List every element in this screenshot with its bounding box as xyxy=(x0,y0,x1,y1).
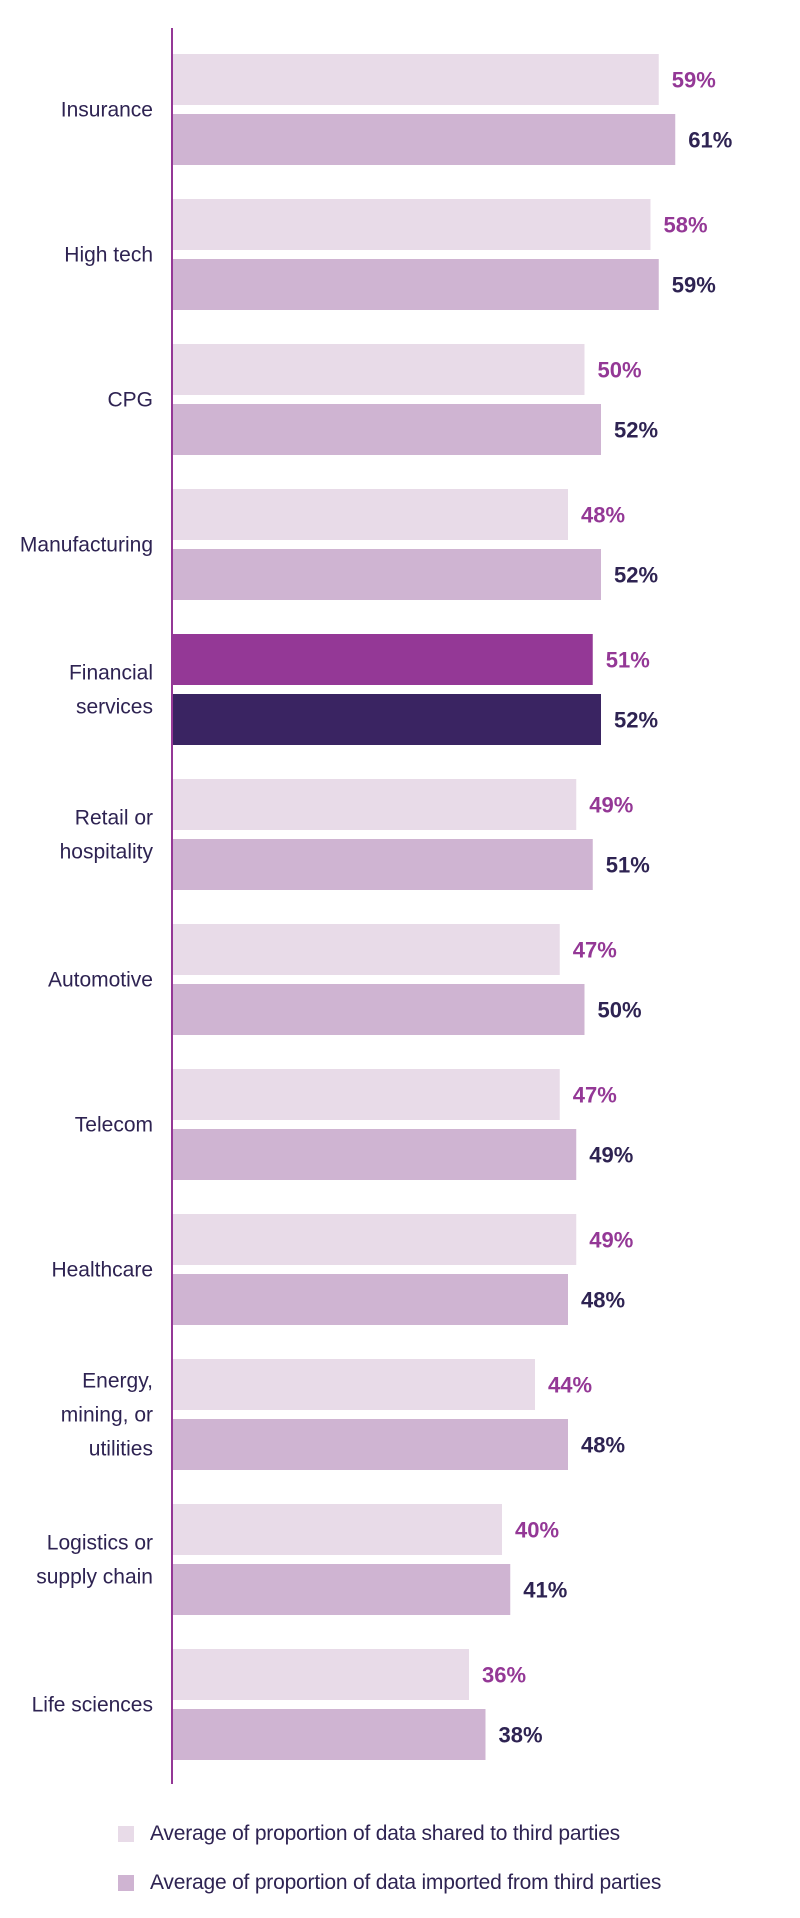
category-label-6-line-0: Automotive xyxy=(48,969,153,992)
bar-shared-3 xyxy=(172,489,568,540)
legend-label-imported: Average of proportion of data imported f… xyxy=(150,1871,662,1894)
legend-swatch-shared xyxy=(118,1826,134,1842)
data-label-shared-5: 49% xyxy=(589,793,633,818)
bar-imported-4 xyxy=(172,694,601,745)
data-label-shared-6: 47% xyxy=(573,938,617,963)
category-label-10-line-0: Logistics or xyxy=(47,1532,153,1555)
data-label-imported-11: 38% xyxy=(499,1723,543,1748)
data-label-imported-4: 52% xyxy=(614,708,658,733)
bar-shared-8 xyxy=(172,1214,577,1265)
category-label-10-line-1: supply chain xyxy=(36,1566,153,1589)
data-label-shared-9: 44% xyxy=(548,1373,592,1398)
data-label-imported-8: 48% xyxy=(581,1288,625,1313)
bar-imported-0 xyxy=(172,114,676,165)
category-label-0-line-0: Insurance xyxy=(61,99,153,122)
data-label-shared-10: 40% xyxy=(515,1518,559,1543)
legend-swatch-imported xyxy=(118,1875,134,1891)
bar-shared-2 xyxy=(172,344,585,395)
category-label-9-line-0: Energy, xyxy=(82,1370,153,1393)
category-label-4-line-1: services xyxy=(76,696,153,719)
data-label-imported-1: 59% xyxy=(672,273,716,298)
data-label-imported-9: 48% xyxy=(581,1433,625,1458)
bar-imported-8 xyxy=(172,1274,568,1325)
legend-item-imported: Average of proportion of data imported f… xyxy=(118,1871,661,1895)
data-label-shared-4: 51% xyxy=(606,648,650,673)
data-label-imported-3: 52% xyxy=(614,563,658,588)
bar-imported-7 xyxy=(172,1129,577,1180)
bar-shared-11 xyxy=(172,1649,469,1700)
data-label-shared-2: 50% xyxy=(598,358,642,383)
data-label-imported-2: 52% xyxy=(614,418,658,443)
data-label-shared-11: 36% xyxy=(482,1663,526,1688)
labels-layer: 59% 61% Insurance 58% 59% High tech 50% 52% CPG 4… xyxy=(20,68,732,1748)
bar-imported-9 xyxy=(172,1419,568,1470)
bar-imported-11 xyxy=(172,1709,486,1760)
bar-shared-4 xyxy=(172,634,593,685)
category-label-8-line-0: Healthcare xyxy=(51,1259,153,1282)
data-label-shared-3: 48% xyxy=(581,503,625,528)
bar-shared-9 xyxy=(172,1359,535,1410)
bar-imported-10 xyxy=(172,1564,511,1615)
category-label-2-line-0: CPG xyxy=(107,389,153,412)
data-label-imported-7: 49% xyxy=(589,1143,633,1168)
category-label-3-line-0: Manufacturing xyxy=(20,534,153,557)
bar-shared-0 xyxy=(172,54,659,105)
category-label-7-line-0: Telecom xyxy=(75,1114,153,1137)
category-label-9-line-2: utilities xyxy=(89,1438,153,1461)
category-label-5-line-1: hospitality xyxy=(60,841,154,864)
bar-imported-5 xyxy=(172,839,593,890)
data-label-shared-8: 49% xyxy=(589,1228,633,1253)
data-label-shared-7: 47% xyxy=(573,1083,617,1108)
bar-shared-6 xyxy=(172,924,560,975)
category-label-4-line-0: Financial xyxy=(69,662,153,685)
bar-imported-2 xyxy=(172,404,601,455)
bar-imported-3 xyxy=(172,549,601,600)
category-label-1-line-0: High tech xyxy=(64,244,153,267)
legend-label-shared: Average of proportion of data shared to … xyxy=(150,1822,620,1845)
data-label-imported-0: 61% xyxy=(688,128,732,153)
bar-shared-10 xyxy=(172,1504,502,1555)
category-label-9-line-1: mining, or xyxy=(61,1404,153,1427)
data-label-shared-1: 58% xyxy=(664,213,708,238)
bars-layer xyxy=(172,54,676,1760)
category-label-5-line-0: Retail or xyxy=(75,807,153,830)
legend-item-shared: Average of proportion of data shared to … xyxy=(118,1822,620,1846)
bar-imported-6 xyxy=(172,984,585,1035)
category-label-11-line-0: Life sciences xyxy=(32,1694,153,1717)
data-label-shared-0: 59% xyxy=(672,68,716,93)
bar-imported-1 xyxy=(172,259,659,310)
bar-shared-1 xyxy=(172,199,651,250)
bar-shared-5 xyxy=(172,779,577,830)
data-label-imported-10: 41% xyxy=(523,1578,567,1603)
bar-shared-7 xyxy=(172,1069,560,1120)
data-label-imported-6: 50% xyxy=(598,998,642,1023)
data-label-imported-5: 51% xyxy=(606,853,650,878)
